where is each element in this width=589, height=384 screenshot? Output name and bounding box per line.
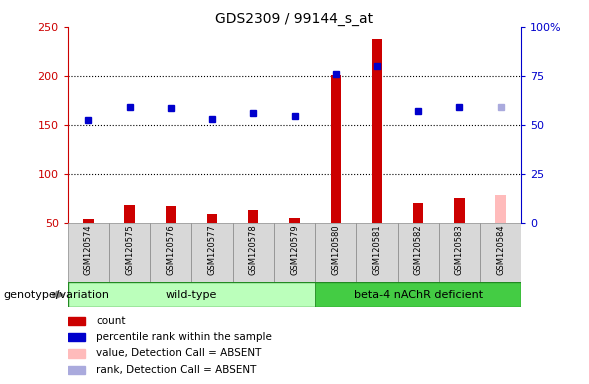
Text: beta-4 nAChR deficient: beta-4 nAChR deficient <box>353 290 483 300</box>
Text: GSM120579: GSM120579 <box>290 225 299 275</box>
Text: GSM120581: GSM120581 <box>372 225 382 275</box>
Text: value, Detection Call = ABSENT: value, Detection Call = ABSENT <box>97 348 262 359</box>
Text: GSM120578: GSM120578 <box>249 225 258 275</box>
Text: count: count <box>97 316 126 326</box>
Bar <box>68 366 85 374</box>
Text: GSM120584: GSM120584 <box>496 225 505 275</box>
Bar <box>480 223 521 282</box>
Bar <box>124 205 135 223</box>
Text: GSM120582: GSM120582 <box>413 225 423 275</box>
Text: GSM120577: GSM120577 <box>207 225 217 275</box>
Bar <box>83 219 94 223</box>
Text: GSM120576: GSM120576 <box>166 225 176 275</box>
Text: GSM120583: GSM120583 <box>455 225 464 275</box>
Bar <box>315 282 521 307</box>
Bar <box>248 210 259 223</box>
Text: percentile rank within the sample: percentile rank within the sample <box>97 332 272 342</box>
Text: GDS2309 / 99144_s_at: GDS2309 / 99144_s_at <box>216 12 373 25</box>
Text: genotype/variation: genotype/variation <box>3 290 109 300</box>
Bar <box>289 218 300 223</box>
Bar <box>233 223 274 282</box>
Bar <box>495 195 506 223</box>
Bar <box>191 223 233 282</box>
Bar <box>68 333 85 341</box>
Bar <box>439 223 480 282</box>
Bar <box>166 206 176 223</box>
Text: wild-type: wild-type <box>166 290 217 300</box>
Text: GSM120574: GSM120574 <box>84 225 93 275</box>
Bar <box>398 223 439 282</box>
Bar <box>372 39 382 223</box>
Bar <box>207 214 217 223</box>
Bar <box>68 349 85 358</box>
Bar <box>150 223 191 282</box>
Bar <box>330 75 341 223</box>
Bar <box>454 198 465 223</box>
Bar <box>68 282 315 307</box>
Text: GSM120575: GSM120575 <box>125 225 134 275</box>
Bar <box>356 223 398 282</box>
Text: rank, Detection Call = ABSENT: rank, Detection Call = ABSENT <box>97 365 257 375</box>
Bar <box>315 223 356 282</box>
Bar <box>68 317 85 325</box>
Bar <box>413 203 423 223</box>
Bar <box>274 223 315 282</box>
Bar <box>68 223 109 282</box>
Bar <box>109 223 150 282</box>
Text: GSM120580: GSM120580 <box>331 225 340 275</box>
